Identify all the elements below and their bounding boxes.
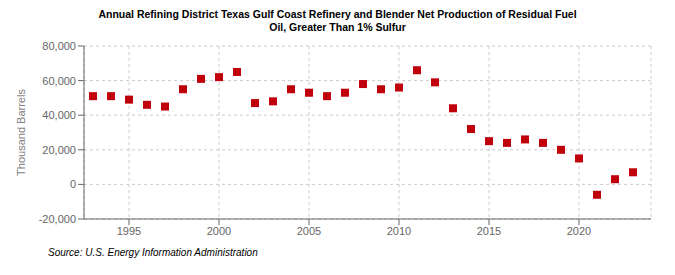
svg-text:-20,000: -20,000 [39, 213, 76, 225]
svg-text:2020: 2020 [567, 225, 591, 237]
svg-text:2005: 2005 [297, 225, 321, 237]
svg-text:2010: 2010 [387, 225, 411, 237]
svg-text:2015: 2015 [477, 225, 501, 237]
html-text:Oil, Greater Than 1% Sulfur: Oil, Greater Than 1% Sulfur [269, 21, 406, 33]
html-text:Source: U.S. Energy Informatio: Source: U.S. Energy Information Administ… [48, 247, 258, 258]
svg-text:60,000: 60,000 [42, 75, 76, 87]
svg-text:0: 0 [70, 178, 76, 190]
svg-text:80,000: 80,000 [42, 40, 76, 52]
svg-text:Thousand Barrels: Thousand Barrels [15, 89, 27, 176]
svg-text:1995: 1995 [117, 225, 141, 237]
svg-text:2000: 2000 [207, 225, 231, 237]
html-text:Annual Refining District Texas: Annual Refining District Texas Gulf Coas… [98, 8, 577, 20]
svg-text:40,000: 40,000 [42, 109, 76, 121]
svg-text:20,000: 20,000 [42, 144, 76, 156]
